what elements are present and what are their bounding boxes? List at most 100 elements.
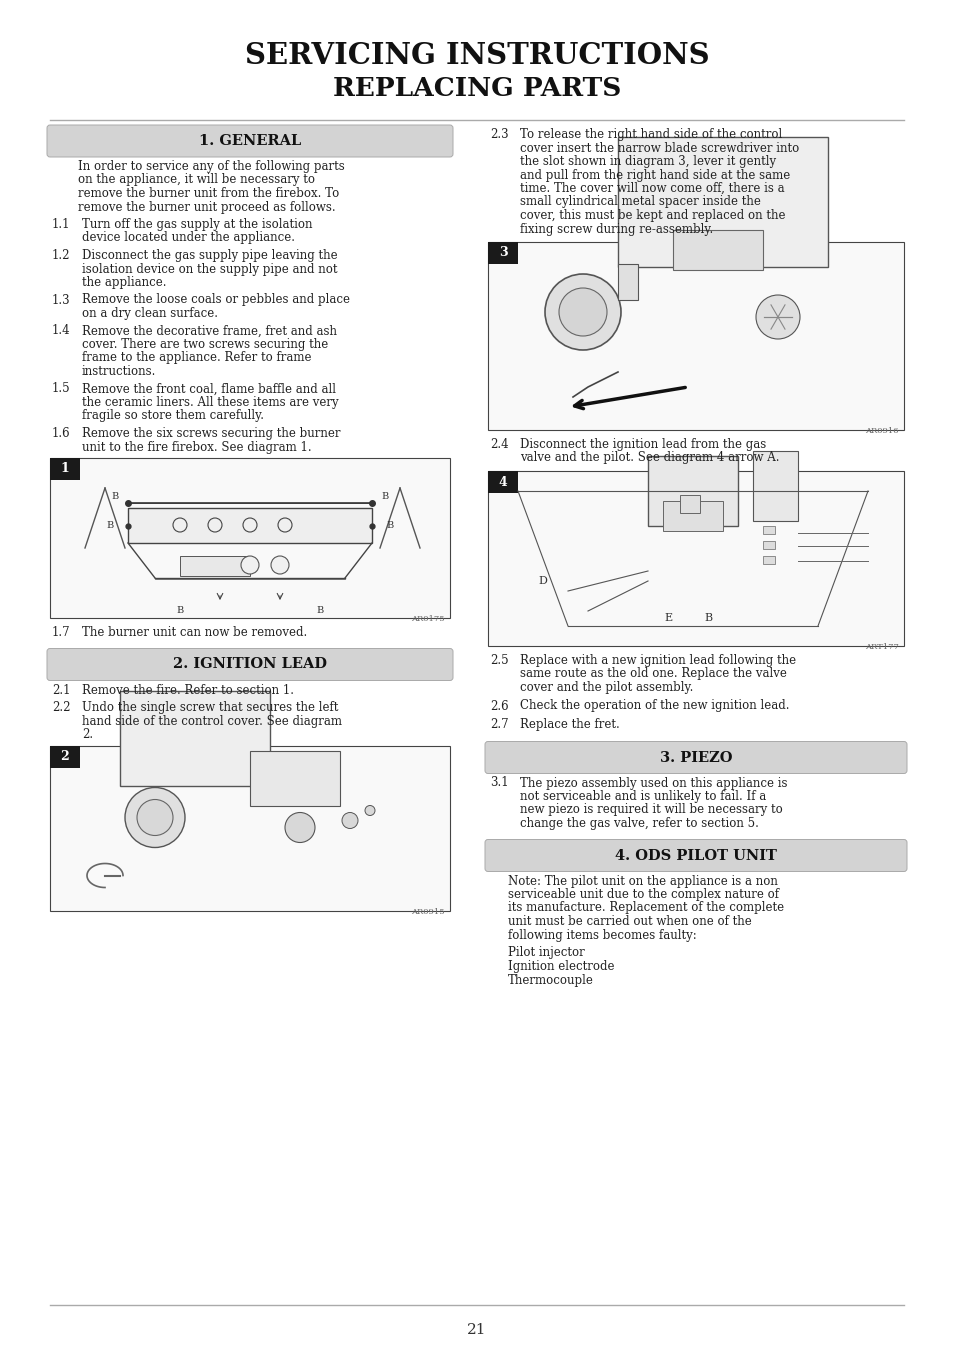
Bar: [618, 136, 827, 267]
Text: In order to service any of the following parts: In order to service any of the following…: [78, 159, 344, 173]
Text: same route as the old one. Replace the valve: same route as the old one. Replace the v…: [519, 667, 786, 681]
Text: 3.1: 3.1: [490, 777, 508, 789]
Text: Note: The pilot unit on the appliance is a non: Note: The pilot unit on the appliance is…: [507, 874, 777, 888]
Text: AR0915: AR0915: [411, 908, 444, 916]
Text: Thermocouple: Thermocouple: [507, 974, 594, 988]
Text: Remove the decorative frame, fret and ash: Remove the decorative frame, fret and as…: [82, 324, 336, 338]
Bar: [50, 458, 80, 480]
Bar: [647, 457, 738, 526]
Text: 2.5: 2.5: [490, 654, 508, 667]
Text: 1.2: 1.2: [52, 249, 71, 262]
Text: 2.1: 2.1: [52, 684, 71, 697]
Bar: [762, 557, 774, 563]
Bar: [662, 501, 722, 531]
Text: E: E: [663, 613, 671, 623]
Text: 1: 1: [61, 462, 70, 476]
Text: Remove the front coal, flame baffle and all: Remove the front coal, flame baffle and …: [82, 382, 335, 396]
Text: serviceable unit due to the complex nature of: serviceable unit due to the complex natu…: [507, 888, 779, 901]
Bar: [120, 690, 270, 785]
FancyBboxPatch shape: [484, 839, 906, 871]
Circle shape: [137, 800, 172, 835]
Bar: [672, 230, 762, 270]
Text: cover and the pilot assembly.: cover and the pilot assembly.: [519, 681, 693, 694]
Text: valve and the pilot. See diagram 4 arrow A.: valve and the pilot. See diagram 4 arrow…: [519, 451, 779, 465]
Bar: [180, 557, 250, 576]
Text: not serviceable and is unlikely to fail. If a: not serviceable and is unlikely to fail.…: [519, 790, 765, 802]
Text: on the appliance, it will be necessary to: on the appliance, it will be necessary t…: [78, 173, 314, 186]
Text: unit to the fire firebox. See diagram 1.: unit to the fire firebox. See diagram 1.: [82, 440, 312, 454]
Text: 1.5: 1.5: [52, 382, 71, 396]
FancyBboxPatch shape: [47, 126, 453, 157]
Text: fragile so store them carefully.: fragile so store them carefully.: [82, 409, 264, 423]
Text: 2: 2: [61, 750, 70, 763]
Text: small cylindrical metal spacer inside the: small cylindrical metal spacer inside th…: [519, 196, 760, 208]
FancyBboxPatch shape: [484, 742, 906, 774]
Circle shape: [241, 557, 258, 574]
Circle shape: [243, 517, 256, 532]
Text: hand side of the control cover. See diagram: hand side of the control cover. See diag…: [82, 715, 341, 727]
Text: the slot shown in diagram 3, lever it gently: the slot shown in diagram 3, lever it ge…: [519, 155, 776, 168]
Text: device located under the appliance.: device located under the appliance.: [82, 231, 294, 245]
Text: 1.1: 1.1: [52, 218, 71, 231]
Text: 1. GENERAL: 1. GENERAL: [198, 134, 301, 149]
Text: isolation device on the supply pipe and not: isolation device on the supply pipe and …: [82, 262, 337, 276]
Text: Remove the fire. Refer to section 1.: Remove the fire. Refer to section 1.: [82, 684, 294, 697]
Text: B: B: [316, 607, 323, 615]
Text: 1.7: 1.7: [52, 626, 71, 639]
Bar: [488, 471, 903, 646]
Bar: [762, 526, 774, 534]
Text: Undo the single screw that secures the left: Undo the single screw that secures the l…: [82, 701, 338, 713]
Text: AR0916: AR0916: [864, 427, 898, 435]
Text: 2.4: 2.4: [490, 438, 508, 451]
Text: D: D: [538, 576, 547, 586]
Text: following items becomes faulty:: following items becomes faulty:: [507, 928, 696, 942]
Bar: [488, 471, 517, 493]
Text: the ceramic liners. All these items are very: the ceramic liners. All these items are …: [82, 396, 338, 409]
Text: remove the burner unit from the firebox. To: remove the burner unit from the firebox.…: [78, 186, 339, 200]
Bar: [50, 458, 450, 617]
Circle shape: [544, 274, 620, 350]
Text: time. The cover will now come off, there is a: time. The cover will now come off, there…: [519, 182, 783, 195]
Text: cover, this must be kept and replaced on the: cover, this must be kept and replaced on…: [519, 209, 784, 222]
Text: B: B: [386, 521, 394, 531]
Text: 2.2: 2.2: [52, 701, 71, 713]
Text: Replace with a new ignition lead following the: Replace with a new ignition lead followi…: [519, 654, 796, 667]
Bar: [50, 746, 80, 767]
Text: 4. ODS PILOT UNIT: 4. ODS PILOT UNIT: [615, 848, 776, 862]
Text: Disconnect the gas supply pipe leaving the: Disconnect the gas supply pipe leaving t…: [82, 249, 337, 262]
Text: 21: 21: [467, 1323, 486, 1337]
Circle shape: [172, 517, 187, 532]
Text: frame to the appliance. Refer to frame: frame to the appliance. Refer to frame: [82, 351, 312, 365]
Text: 1.4: 1.4: [52, 324, 71, 338]
Text: on a dry clean surface.: on a dry clean surface.: [82, 307, 218, 320]
Text: Replace the fret.: Replace the fret.: [519, 717, 619, 731]
Text: remove the burner unit proceed as follows.: remove the burner unit proceed as follow…: [78, 200, 335, 213]
Bar: [679, 494, 700, 513]
Text: B: B: [112, 492, 118, 501]
Circle shape: [341, 812, 357, 828]
Circle shape: [365, 805, 375, 816]
Text: Remove the loose coals or pebbles and place: Remove the loose coals or pebbles and pl…: [82, 293, 350, 307]
FancyBboxPatch shape: [47, 648, 453, 681]
Text: 2.: 2.: [82, 728, 93, 740]
Text: change the gas valve, refer to section 5.: change the gas valve, refer to section 5…: [519, 817, 758, 830]
Text: 2.6: 2.6: [490, 700, 508, 712]
Text: the appliance.: the appliance.: [82, 276, 167, 289]
Text: cover. There are two screws securing the: cover. There are two screws securing the: [82, 338, 328, 351]
Bar: [488, 242, 517, 263]
Bar: [752, 451, 797, 521]
Text: 3. PIEZO: 3. PIEZO: [659, 751, 732, 765]
Text: The burner unit can now be removed.: The burner unit can now be removed.: [82, 626, 307, 639]
Circle shape: [285, 812, 314, 843]
Bar: [250, 751, 339, 805]
Text: 3: 3: [498, 246, 507, 259]
Text: 2. IGNITION LEAD: 2. IGNITION LEAD: [172, 658, 327, 671]
Bar: [50, 746, 450, 911]
Text: The piezo assembly used on this appliance is: The piezo assembly used on this applianc…: [519, 777, 786, 789]
Text: Ignition electrode: Ignition electrode: [507, 961, 614, 973]
Circle shape: [208, 517, 222, 532]
Text: fixing screw during re-assembly.: fixing screw during re-assembly.: [519, 223, 713, 235]
Text: Remove the six screws securing the burner: Remove the six screws securing the burne…: [82, 427, 340, 440]
Bar: [762, 540, 774, 549]
Text: its manufacture. Replacement of the complete: its manufacture. Replacement of the comp…: [507, 901, 783, 915]
